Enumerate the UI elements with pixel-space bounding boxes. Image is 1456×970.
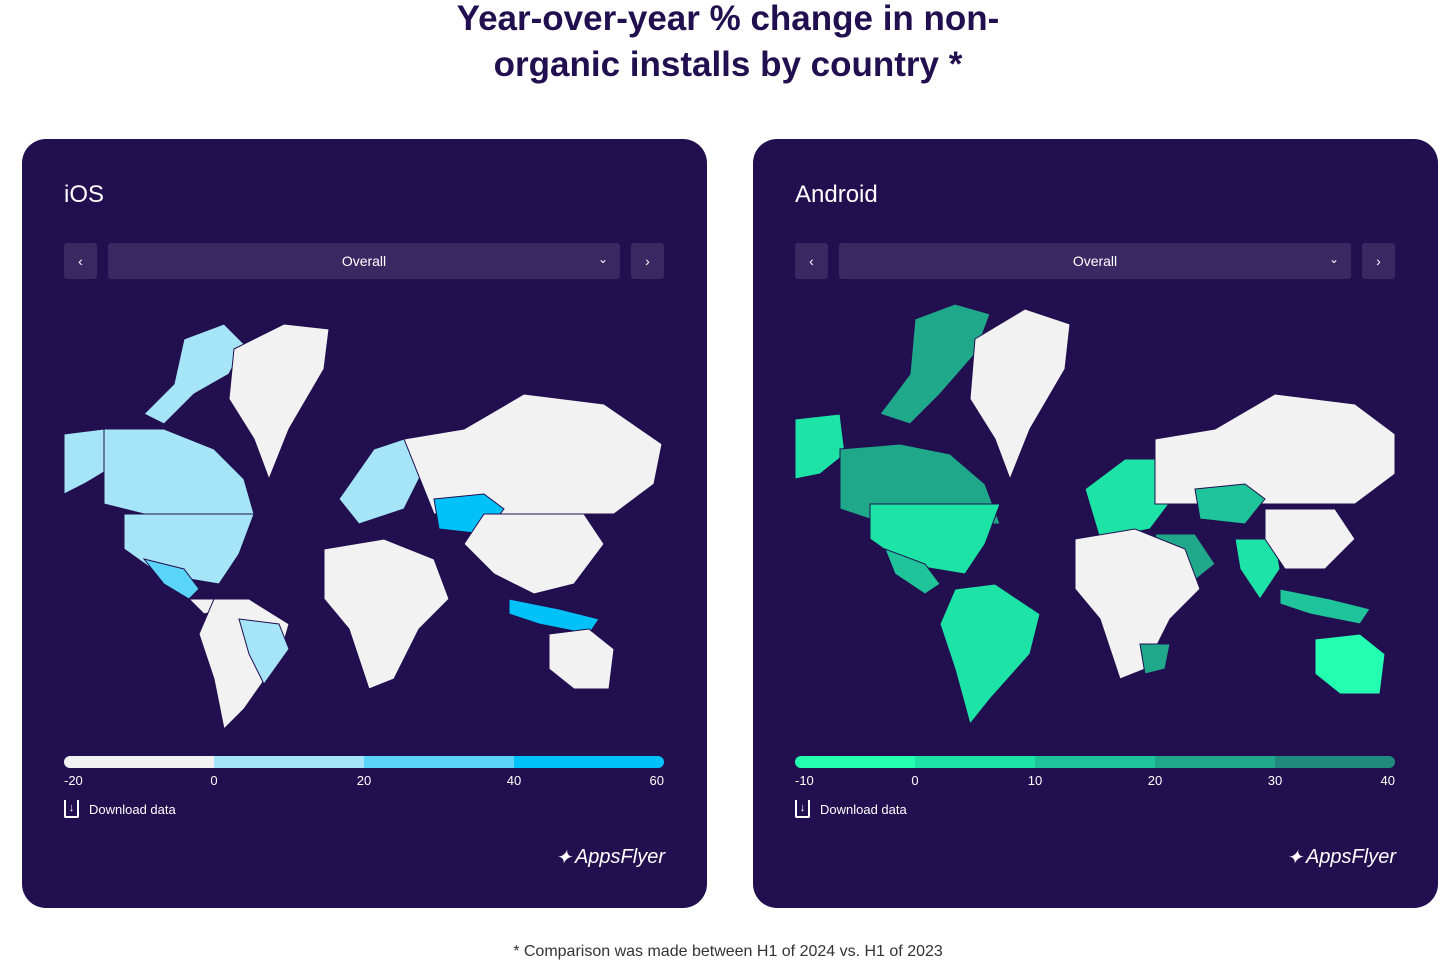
tick-label: 40 (506, 773, 522, 788)
download-data-link[interactable]: ↓ Download data (795, 800, 907, 818)
legend-bin (214, 756, 364, 768)
region-russia (403, 393, 663, 515)
tick-label: 40 (1380, 773, 1395, 788)
region-china (1264, 508, 1356, 570)
region-australia (548, 628, 615, 690)
region-south-africa (1139, 643, 1171, 675)
tick-label: 10 (1027, 773, 1043, 788)
world-map[interactable] (64, 299, 664, 729)
prev-button[interactable]: ‹ (795, 243, 828, 279)
prev-button[interactable]: ‹ (64, 243, 97, 279)
appsflyer-logo: ✦ AppsFlyer (555, 846, 665, 869)
legend-bin (1275, 756, 1395, 768)
legend-bin (64, 756, 214, 768)
filter-dropdown[interactable]: Overall ⌄ (839, 243, 1351, 279)
region-russia (1154, 393, 1395, 505)
download-label: Download data (89, 801, 176, 817)
legend-bin (1155, 756, 1275, 768)
region-se-asia (1279, 588, 1371, 625)
region-greenland (969, 308, 1071, 481)
region-usa (869, 503, 1001, 575)
appsflyer-logo: ✦ AppsFlyer (1286, 846, 1396, 869)
region-usa (123, 513, 255, 585)
tick-label: 0 (210, 773, 218, 788)
region-alaska (64, 428, 110, 495)
tick-label: 20 (1147, 773, 1163, 788)
logo-mark-icon: ✦ (1286, 847, 1303, 869)
legend-bin (795, 756, 915, 768)
region-arctic-canada (879, 303, 991, 425)
legend-bin (915, 756, 1035, 768)
download-icon: ↓ (795, 800, 810, 818)
android-card: Android ‹ Overall ⌄ › -10 0 10 20 30 40 ↓ (753, 139, 1438, 908)
region-mexico (884, 548, 941, 595)
footnote: * Comparison was made between H1 of 2024… (513, 943, 943, 960)
dropdown-value: Overall (341, 253, 387, 269)
region-canada (103, 428, 255, 515)
tick-label: 60 (649, 773, 664, 788)
download-icon: ↓ (64, 800, 79, 818)
legend-ticks: -10 0 10 20 30 40 (795, 773, 1395, 789)
page-title: Year-over-year % change in non-organic i… (456, 0, 1000, 84)
region-africa (323, 538, 450, 690)
logo-mark-icon: ✦ (555, 847, 572, 869)
legend-bin (364, 756, 514, 768)
tick-label: 0 (911, 773, 919, 788)
card-title: Android (795, 181, 878, 208)
region-brazil (238, 618, 290, 685)
next-button[interactable]: › (631, 243, 664, 279)
region-greenland (228, 323, 330, 481)
legend-bin (1035, 756, 1155, 768)
ios-card: iOS ‹ Overall ⌄ › -20 0 20 40 60 ↓ Downloa… (22, 139, 707, 908)
tick-label: -10 (795, 773, 814, 788)
chevron-down-icon: ⌄ (1328, 252, 1339, 266)
region-indonesia (508, 598, 600, 635)
region-alaska (795, 413, 846, 480)
region-mexico (142, 558, 200, 600)
dropdown-value: Overall (1072, 253, 1118, 269)
filter-dropdown[interactable]: Overall ⌄ (108, 243, 620, 279)
tick-label: 30 (1267, 773, 1283, 788)
region-kazakhstan (1194, 483, 1266, 525)
region-south-america (939, 583, 1041, 726)
legend-bin (514, 756, 664, 768)
chevron-down-icon: ⌄ (597, 252, 608, 266)
legend-bar (64, 756, 664, 768)
legend-ticks: -20 0 20 40 60 (64, 773, 664, 789)
region-australia (1314, 633, 1386, 695)
region-asia (463, 513, 605, 595)
world-map[interactable] (795, 299, 1395, 729)
card-title: iOS (64, 181, 105, 208)
download-label: Download data (820, 801, 907, 817)
next-button[interactable]: › (1362, 243, 1395, 279)
region-africa (1074, 528, 1201, 680)
download-data-link[interactable]: ↓ Download data (64, 800, 176, 818)
tick-label: -20 (64, 773, 83, 788)
tick-label: 20 (356, 773, 372, 788)
legend-bar (795, 756, 1395, 768)
region-arctic-canada (143, 323, 245, 425)
